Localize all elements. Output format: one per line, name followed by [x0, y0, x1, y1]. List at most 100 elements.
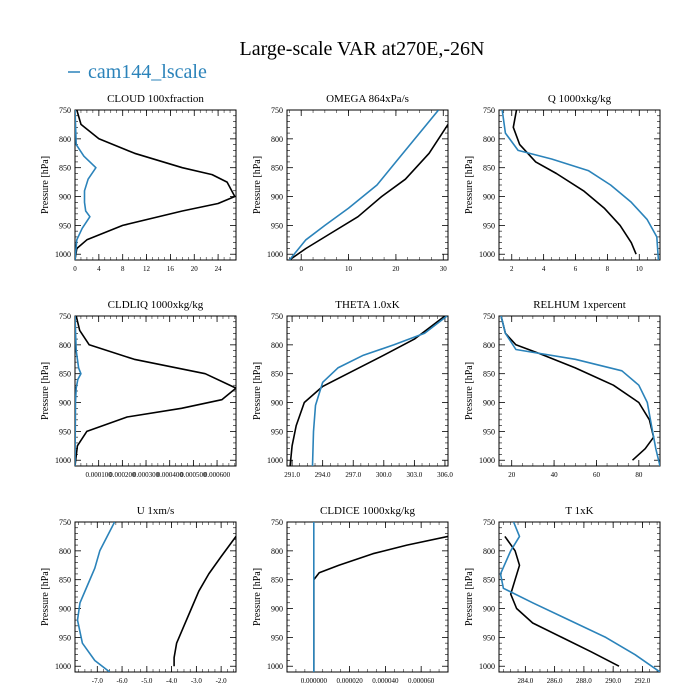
- plot-frame: [74, 521, 237, 673]
- y-tick-label: 950: [271, 221, 283, 230]
- y-tick-label: 1000: [267, 662, 283, 671]
- x-tick-label: 0: [73, 265, 77, 273]
- y-tick-label: 900: [59, 193, 71, 202]
- y-tick-label: 750: [271, 518, 283, 527]
- legend-label: cam144_lscale: [88, 61, 207, 83]
- series-line-0: [500, 316, 655, 461]
- y-tick-label: 900: [483, 605, 495, 614]
- y-tick-label: 950: [271, 427, 283, 436]
- y-axis-label: Pressure [hPa]: [40, 156, 51, 214]
- y-axis-label: Pressure [hPa]: [40, 362, 51, 420]
- panel-5: RELHUM 1xpercent 750 800 850 900 950 1000 20 40 6…: [464, 299, 661, 479]
- panel-8: T 1xK 750 800 850 900 950 1000 284.0 286.0 288.0 2…: [464, 505, 661, 685]
- x-tick-label: 20: [191, 265, 199, 273]
- series-line-1: [501, 110, 660, 260]
- x-tick-label: 2: [510, 265, 514, 273]
- plot-frame: [286, 315, 449, 467]
- x-tick-label: -4.0: [166, 677, 178, 685]
- y-tick-label: 1000: [267, 456, 283, 465]
- y-tick-label: 950: [59, 633, 71, 642]
- series-line-0: [75, 110, 236, 260]
- series-line-0: [504, 535, 620, 667]
- y-tick-label: 800: [483, 341, 495, 350]
- x-tick-label: 290.0: [605, 677, 621, 685]
- y-tick-label: 850: [59, 370, 71, 379]
- y-tick-label: 800: [271, 341, 283, 350]
- y-tick-label: 950: [483, 633, 495, 642]
- y-axis-label: Pressure [hPa]: [252, 568, 263, 626]
- series-line-1: [288, 110, 440, 260]
- panel-7: CLDICE 1000xkg/kg 750 800 850 900 950 1000 0.00…: [252, 505, 449, 685]
- x-tick-label: 6: [574, 265, 578, 273]
- y-tick-label: 750: [271, 312, 283, 321]
- x-tick-label: 30: [440, 265, 448, 273]
- y-tick-label: 900: [271, 193, 283, 202]
- y-axis-label: Pressure [hPa]: [464, 156, 475, 214]
- plot-frame: [498, 109, 661, 261]
- y-tick-label: 800: [483, 135, 495, 144]
- series-line-1: [75, 316, 82, 466]
- series-line-0: [512, 110, 637, 255]
- x-tick-label: 297.0: [345, 471, 361, 479]
- y-tick-label: 800: [59, 547, 71, 556]
- x-tick-label: 20: [392, 265, 400, 273]
- series-line-0: [288, 123, 448, 260]
- x-tick-label: 40: [551, 471, 559, 479]
- plot-frame: [286, 521, 449, 673]
- y-tick-label: 900: [59, 399, 71, 408]
- plot-frame: [498, 315, 661, 467]
- y-tick-label: 850: [483, 576, 495, 585]
- panel-title: CLOUD 100xfraction: [107, 93, 204, 105]
- y-axis-label: Pressure [hPa]: [40, 568, 51, 626]
- x-tick-label: 303.0: [406, 471, 422, 479]
- panel-2: Q 1000xkg/kg 750 800 850 900 950 1000 2 4 6 8 10 Pre…: [464, 93, 661, 273]
- panel-title: OMEGA 864xPa/s: [326, 93, 409, 105]
- x-tick-label: 0.000000: [301, 677, 328, 685]
- y-axis-label: Pressure [hPa]: [252, 362, 263, 420]
- panel-title: U 1xm/s: [137, 505, 175, 517]
- y-tick-label: 1000: [55, 662, 71, 671]
- y-tick-label: 800: [483, 547, 495, 556]
- x-tick-label: -6.0: [117, 677, 129, 685]
- series-line-0: [312, 535, 448, 672]
- x-tick-label: -7.0: [92, 677, 104, 685]
- plot-frame: [498, 521, 661, 673]
- y-tick-label: 750: [483, 518, 495, 527]
- y-tick-label: 800: [271, 135, 283, 144]
- y-tick-label: 750: [59, 312, 71, 321]
- x-tick-label: 292.0: [635, 677, 651, 685]
- y-tick-label: 750: [271, 106, 283, 115]
- panel-title: CLDICE 1000xkg/kg: [320, 505, 416, 517]
- panel-title: CLDLIQ 1000xkg/kg: [108, 299, 204, 311]
- x-tick-label: 8: [606, 265, 610, 273]
- figure-title: Large-scale VAR at270E,-26N: [240, 38, 485, 60]
- y-tick-label: 850: [271, 164, 283, 173]
- y-tick-label: 850: [59, 576, 71, 585]
- series-line-0: [173, 535, 236, 667]
- y-tick-label: 900: [483, 193, 495, 202]
- series-line-1: [75, 110, 97, 260]
- y-tick-label: 750: [59, 518, 71, 527]
- x-tick-label: 306.0: [437, 471, 453, 479]
- panel-title: T 1xK: [565, 505, 593, 517]
- panel-3: CLDLIQ 1000xkg/kg 750 800 850 900 950 1000 0.00…: [40, 299, 237, 479]
- x-tick-label: 10: [345, 265, 353, 273]
- x-tick-label: 80: [635, 471, 643, 479]
- y-tick-label: 900: [271, 605, 283, 614]
- y-axis-label: Pressure [hPa]: [464, 362, 475, 420]
- series-line-1: [311, 316, 448, 466]
- y-tick-label: 900: [271, 399, 283, 408]
- plot-frame: [286, 109, 449, 261]
- y-tick-label: 950: [59, 427, 71, 436]
- y-axis-label: Pressure [hPa]: [464, 568, 475, 626]
- y-tick-label: 850: [59, 164, 71, 173]
- x-tick-label: 4: [97, 265, 101, 273]
- x-tick-label: -3.0: [191, 677, 203, 685]
- y-tick-label: 950: [59, 221, 71, 230]
- y-tick-label: 850: [483, 370, 495, 379]
- y-tick-label: 1000: [267, 250, 283, 259]
- plot-frame: [74, 109, 237, 261]
- y-tick-label: 1000: [55, 456, 71, 465]
